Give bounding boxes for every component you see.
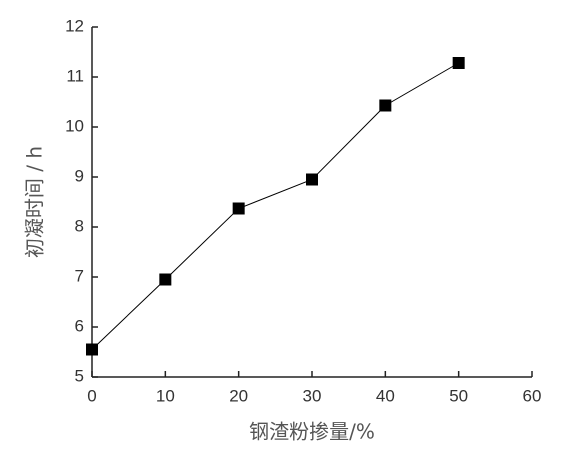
x-tick-label: 60 <box>523 386 542 405</box>
x-tick-label: 0 <box>87 386 96 405</box>
series-line <box>91 62 459 350</box>
point-marker <box>379 99 392 112</box>
point-marker <box>159 273 172 286</box>
x-tick-label: 50 <box>449 386 468 405</box>
y-tick-label: 10 <box>65 116 84 135</box>
point-marker <box>232 202 245 215</box>
point-marker <box>306 173 318 186</box>
y-axis-title: 初凝时间 / h <box>23 146 47 258</box>
point-marker <box>452 57 465 69</box>
y-tick-label: 12 <box>65 16 84 35</box>
point-marker <box>86 343 98 356</box>
y-tick-label: 6 <box>75 316 84 335</box>
x-tick-label: 40 <box>376 386 395 405</box>
x-tick-label: 30 <box>303 386 322 405</box>
y-tick-label: 8 <box>75 216 84 235</box>
y-tick-label: 7 <box>75 266 84 285</box>
x-tick-label: 10 <box>156 386 175 405</box>
x-axis-title: 钢渣粉掺量/% <box>249 420 375 444</box>
y-tick-label: 9 <box>75 166 84 185</box>
y-tick-label: 5 <box>75 366 84 385</box>
y-tick-label: 11 <box>66 66 84 85</box>
x-tick-label: 20 <box>229 386 248 405</box>
